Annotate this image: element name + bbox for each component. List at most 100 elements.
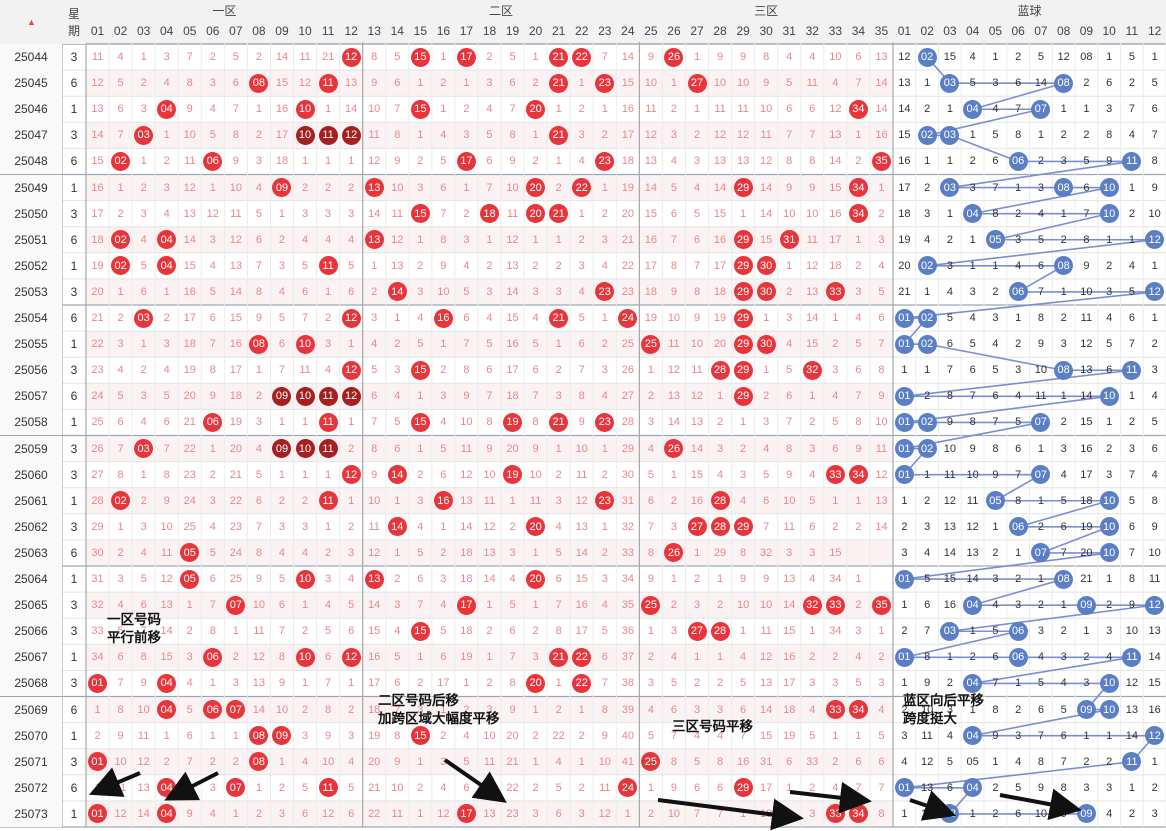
red-number-header: 03 <box>132 20 156 42</box>
omission-value: 15 <box>829 546 842 559</box>
red-ball: 10 <box>295 334 315 354</box>
blue-omission-value: 12 <box>1080 338 1093 351</box>
omission-value: 13 <box>483 807 496 820</box>
omission-value: 5 <box>463 755 470 768</box>
omission-value: 7 <box>509 651 516 664</box>
red-ball: 11 <box>318 439 338 459</box>
omission-value: 3 <box>209 494 216 507</box>
omission-value: 2 <box>440 729 447 742</box>
omission-value: 2 <box>417 259 424 272</box>
blue-ball: 05 <box>985 230 1005 250</box>
omission-value: 7 <box>278 364 286 377</box>
red-ball: 16 <box>433 308 453 328</box>
blue-omission-value: 3 <box>992 312 999 325</box>
blue-omission-value: 2 <box>1015 51 1022 64</box>
blue-ball: 02 <box>917 308 937 328</box>
blue-omission-value: 5 <box>1128 285 1135 298</box>
red-ball: 20 <box>526 673 546 693</box>
red-ball: 23 <box>595 73 615 93</box>
red-ball: 04 <box>157 99 177 119</box>
omission-value: 6 <box>117 416 124 429</box>
omission-value: 21 <box>368 781 381 794</box>
omission-value: 11 <box>160 546 173 559</box>
omission-value: 1 <box>578 207 585 220</box>
red-ball: 19 <box>503 412 523 432</box>
blue-omission-value: 2 <box>1151 781 1158 794</box>
omission-value: 13 <box>160 599 173 612</box>
omission-value: 18 <box>713 285 727 298</box>
blue-omission-value: 3 <box>1151 807 1158 820</box>
omission-value: 3 <box>417 285 424 298</box>
red-ball: 11 <box>318 256 338 276</box>
blue-omission-value: 4 <box>992 338 999 351</box>
blue-ball: 01 <box>894 439 914 459</box>
omission-value: 1 <box>670 77 677 90</box>
blue-ball: 07 <box>1031 412 1051 432</box>
blue-omission-value: 4 <box>1037 651 1044 664</box>
omission-value: 10 <box>760 599 773 612</box>
blue-ball: 12 <box>1145 595 1165 615</box>
omission-value: 15 <box>713 207 727 220</box>
blue-omission-value: 1 <box>1060 103 1067 116</box>
omission-value: 2 <box>348 181 355 194</box>
omission-value: 2 <box>809 651 816 664</box>
omission-value: 5 <box>647 468 654 481</box>
omission-value: 20 <box>506 442 519 455</box>
omission-value: 1 <box>301 416 309 429</box>
issue-header[interactable]: ▲ <box>0 0 62 44</box>
omission-value: 11 <box>806 77 818 90</box>
omission-value: 4 <box>463 729 470 742</box>
omission-value: 2 <box>716 416 724 429</box>
omission-value: 3 <box>716 442 724 455</box>
omission-value: 1 <box>417 755 424 768</box>
omission-value: 26 <box>91 442 104 455</box>
omission-value: 1 <box>117 285 124 298</box>
omission-value: 30 <box>91 546 104 559</box>
omission-value: 3 <box>578 259 585 272</box>
omission-value: 1 <box>255 364 262 377</box>
blue-omission-value: 15 <box>1148 677 1161 690</box>
omission-value: 7 <box>186 755 193 768</box>
weekday: 1 <box>70 337 78 352</box>
blue-header: 蓝球 <box>893 0 1166 20</box>
blue-omission-value: 13 <box>1080 364 1093 377</box>
omission-value: 4 <box>693 181 701 194</box>
red-ball: 25 <box>641 752 661 772</box>
blue-omission-value: 1 <box>901 807 908 820</box>
omission-value: 4 <box>670 155 677 168</box>
blue-ball: 02 <box>917 412 937 432</box>
blue-ball: 03 <box>940 125 960 145</box>
omission-value: 15 <box>183 259 196 272</box>
omission-value: 1 <box>855 494 862 507</box>
sort-icon[interactable]: ▲ <box>27 17 36 27</box>
omission-value: 4 <box>163 207 170 220</box>
omission-value: 10 <box>275 703 289 716</box>
blue-omission-value: 3 <box>1106 285 1113 298</box>
omission-value: 5 <box>417 338 424 351</box>
omission-value: 36 <box>621 625 634 638</box>
weekday: 6 <box>70 702 78 717</box>
blue-omission-value: 2 <box>1128 807 1135 820</box>
weekday: 1 <box>70 572 78 587</box>
omission-value: 3 <box>670 520 677 533</box>
omission-value: 31 <box>91 573 104 586</box>
blue-omission-value: 8 <box>1128 573 1135 586</box>
omission-value: 29 <box>621 442 634 455</box>
blue-omission-value: 10 <box>1034 807 1047 820</box>
red-ball: 26 <box>664 439 684 459</box>
blue-omission-value: 3 <box>1106 103 1113 116</box>
omission-value: 11 <box>184 155 196 168</box>
omission-value: 6 <box>855 755 862 768</box>
blue-omission-value: 9 <box>1151 181 1158 194</box>
omission-value: 3 <box>486 285 493 298</box>
blue-omission-value: 3 <box>946 259 953 272</box>
omission-value: 7 <box>417 599 424 612</box>
omission-value: 4 <box>163 77 170 90</box>
issue-number: 25073 <box>0 800 62 827</box>
omission-value: 15 <box>760 729 773 742</box>
omission-value: 1 <box>693 651 701 664</box>
blue-ball: 04 <box>963 778 983 798</box>
omission-value: 1 <box>209 442 216 455</box>
omission-value: 23 <box>229 520 242 533</box>
omission-value: 10 <box>783 207 796 220</box>
